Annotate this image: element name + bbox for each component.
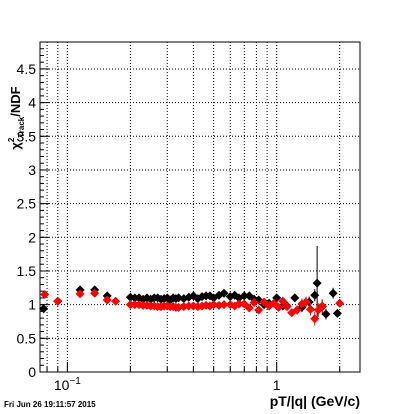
y-tick-label: 4 [28, 95, 36, 111]
data-point [335, 298, 345, 308]
data-point [328, 288, 338, 298]
data-point [321, 309, 331, 319]
y-tick-label: 3 [28, 162, 36, 178]
data-point [305, 304, 315, 314]
grid-lines [40, 42, 360, 372]
y-tick-label: 0.5 [17, 330, 37, 346]
y-tick-label: 3.5 [17, 128, 37, 144]
data-point [209, 300, 219, 310]
y-tick-label: 4.5 [17, 61, 37, 77]
data-point [310, 290, 320, 300]
timestamp-footer: Fri Jun 26 19:11:57 2015 [4, 400, 96, 409]
data-point [292, 305, 302, 315]
y-tick-label: 1.5 [17, 263, 37, 279]
data-point [332, 308, 342, 318]
data-point [174, 302, 184, 312]
data-point [278, 296, 288, 306]
data-point [184, 301, 194, 311]
y-axis-title: χ2Track/NDF [7, 86, 26, 149]
plot-frame [39, 41, 361, 373]
data-point [102, 295, 112, 305]
x-axis-title: pT/|q| (GeV/c) [270, 393, 360, 409]
data-point [90, 288, 100, 298]
data-point [274, 302, 284, 312]
x-tick-label: 10−1 [54, 376, 81, 393]
data-point [282, 302, 292, 312]
data-point [312, 278, 322, 288]
data-point [174, 293, 184, 303]
data-point [234, 299, 244, 309]
data-point [219, 288, 229, 298]
data-point [219, 300, 229, 310]
data-point [244, 303, 254, 313]
data-point [40, 290, 50, 300]
data-point [301, 297, 311, 307]
data-point [254, 305, 264, 315]
data-markers [39, 246, 345, 326]
y-tick-label: 1 [28, 297, 36, 313]
data-point [310, 314, 320, 324]
series-1 [40, 288, 345, 326]
x-tick-label: 1 [273, 377, 281, 393]
data-point [290, 293, 300, 303]
data-point [259, 297, 269, 307]
data-point [239, 291, 249, 301]
y-tick-label: 0 [28, 364, 36, 380]
data-point [75, 289, 85, 299]
data-point [53, 296, 63, 306]
y-tick-label: 2.5 [17, 196, 37, 212]
data-point [317, 301, 327, 311]
data-point [239, 299, 249, 309]
axes: 0 0.5 1 1.5 2 2.5 3 3.5 4 4.5 10−1 1 [17, 41, 341, 393]
y-tick-label: 2 [28, 229, 36, 245]
data-point [111, 296, 121, 306]
data-point [249, 298, 259, 308]
